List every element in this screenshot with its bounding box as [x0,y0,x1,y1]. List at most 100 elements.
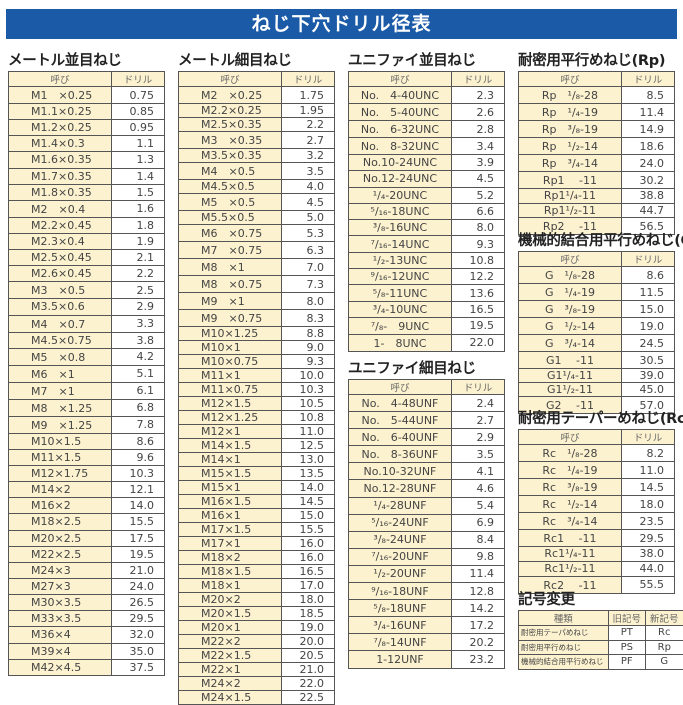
table-title: メートル細目ねじ [178,52,335,71]
thread-size-cell: M11×0.75 [179,383,282,397]
thread-size-cell: M18×1.5 [179,565,282,579]
drill-size-cell: 17.2 [451,617,504,634]
drill-size-cell: 2.7 [281,132,334,149]
thread-size-cell: No. 4-40UNC [349,87,452,104]
thread-size-cell: No. 6-40UNF [349,429,452,446]
drill-size-cell: 20.5 [281,649,334,663]
thread-size-cell: 機械的結合用平行めねじ [519,655,609,670]
thread-size-cell: ³/₄-16UNF [349,617,452,634]
thread-size-cell: M16×1 [179,509,282,523]
thread-size-cell: Rp ³/₄-14 [519,155,622,172]
thread-size-cell: M5 ×0.8 [9,348,112,365]
thread-size-cell: Rc ¹/₂-14 [519,496,622,513]
thread-size-cell: M22×1.5 [179,649,282,663]
drill-size-cell: 1.8 [111,217,164,233]
thread-size-cell: M20×2.5 [9,530,112,546]
column-header: 呼び [9,72,112,87]
column-header: 呼び [519,72,622,87]
drill-size-cell: 6.3 [281,242,334,259]
drill-size-cell: 4.5 [281,194,334,211]
page-title: ねじ下穴ドリル径表 [251,13,431,35]
column-header: 旧記号 [608,611,646,626]
thread-size-cell: M10×1.5 [9,433,112,449]
thread-size-cell: No. 5-40UNC [349,104,452,121]
drill-size-cell: 2.2 [111,266,164,282]
drill-size-cell: 4.2 [111,348,164,365]
thread-size-cell: M12×1.25 [179,411,282,425]
thread-size-cell: M1.2×0.25 [9,120,112,136]
thread-size-cell: ¹/₄-28UNF [349,497,452,514]
thread-size-cell: No. 8-36UNF [349,446,452,463]
drill-size-cell: 24.0 [621,155,674,172]
thread-size-cell: ⁹/₁₆-12UNC [349,269,452,285]
thread-size-cell: M3.5×0.6 [9,299,112,315]
drill-size-cell: 15.0 [621,301,674,318]
drill-size-cell: 10.8 [451,252,504,268]
thread-size-cell: M2 ×0.4 [9,200,112,217]
column-header: 呼び [179,72,282,87]
thread-size-cell: M1.6×0.35 [9,152,112,168]
drill-size-cell: 0.75 [111,87,164,104]
thread-size-cell: M5 ×0.5 [179,194,282,211]
drill-size-cell: 2.9 [451,429,504,446]
drill-size-cell: 14.5 [281,495,334,509]
drill-size-cell: 5.0 [281,211,334,225]
column-header: 種類 [519,611,609,626]
drill-size-cell: 35.0 [111,643,164,659]
drill-size-cell: 15.0 [281,509,334,523]
thread-size-cell: No.12-24UNC [349,171,452,187]
drill-size-cell: 8.3 [281,310,334,327]
thread-size-cell: M20×2 [179,593,282,607]
drill-size-cell: 29.5 [621,530,674,547]
drill-size-cell: 8.5 [621,87,674,104]
drill-size-cell: 30.5 [621,352,674,369]
thread-size-cell: No. 5-44UNF [349,412,452,429]
drill-size-cell: 1.3 [111,152,164,168]
thread-size-cell: M8 ×1 [179,259,282,276]
drill-size-cell: 11.4 [451,565,504,582]
header-row: 呼びドリル [349,380,505,395]
drill-size-cell: PS [608,640,646,655]
thread-size-cell: M10×1.25 [179,327,282,341]
thread-size-cell: ¹/₄-20UNC [349,187,452,203]
drill-size-cell: 1.9 [111,233,164,249]
thread-size-cell: M4 ×0.7 [9,315,112,332]
thread-size-cell: M20×1 [179,621,282,635]
drill-size-cell: 22.0 [281,677,334,691]
thread-size-cell: M2.2×0.45 [9,217,112,233]
header-row: 呼びドリル [519,72,675,87]
thread-size-cell: M1 ×0.25 [9,87,112,104]
thread-size-cell: No.10-24UNC [349,155,452,171]
drill-size-cell: 7.0 [281,259,334,276]
thread-size-cell: No.10-32UNF [349,463,452,480]
thread-size-cell: Rp ¹/₂-14 [519,138,622,155]
